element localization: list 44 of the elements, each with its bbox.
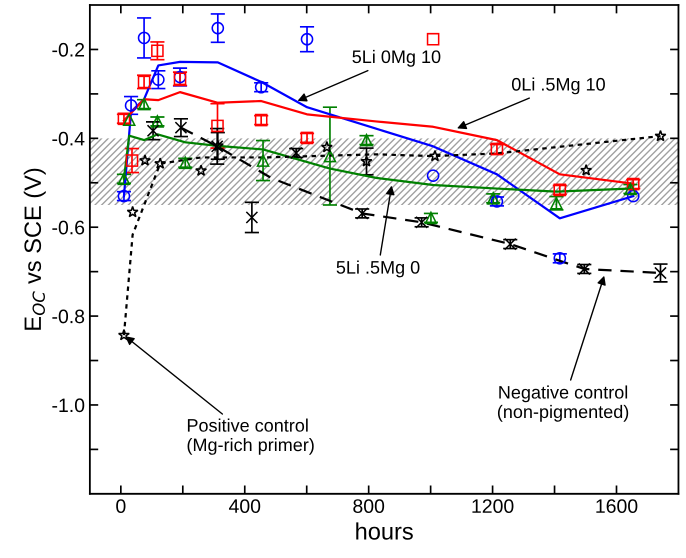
point (126, 154, 138, 167)
point (320, 140, 333, 152)
x-tick-label: 400 (228, 499, 260, 513)
annotation: Negative control (non-pigmented) (498, 385, 628, 422)
point (426, 169, 440, 182)
point (124, 99, 138, 112)
annotation: 5Li 0Mg 10 (352, 50, 440, 67)
point (428, 150, 442, 162)
point (426, 32, 440, 46)
point (211, 22, 224, 34)
point (152, 73, 165, 86)
y-axis-title: E$_{OC}$ vs SCE (V) (24, 168, 46, 330)
point (246, 211, 258, 224)
annotation: 0Li .5Mg 10 (512, 77, 605, 94)
y-tick-label: -1.0 (52, 398, 84, 412)
point (138, 32, 150, 44)
point (211, 120, 224, 132)
annotation: 5Li .5Mg 0 (336, 260, 420, 278)
point (126, 206, 139, 218)
y-tick-label: -0.6 (52, 220, 84, 234)
point (146, 124, 160, 138)
point (174, 121, 188, 134)
y-tick-label: -0.8 (52, 310, 84, 324)
point (118, 328, 130, 340)
point (580, 164, 592, 176)
x-tick-label: 800 (353, 499, 384, 513)
annotation: Positive control (Mg-rich primer) (188, 418, 314, 455)
y-tick-label: -0.4 (52, 132, 84, 146)
point (324, 150, 336, 162)
point (195, 164, 208, 176)
point (151, 44, 164, 58)
point (360, 155, 373, 167)
point (654, 266, 667, 280)
point (626, 190, 640, 202)
x-tick-label: 1600 (596, 499, 638, 513)
point (154, 157, 166, 169)
x-tick-label: 0 (116, 499, 126, 513)
point (300, 32, 314, 46)
point (138, 154, 152, 166)
point (256, 154, 270, 167)
x-tick-label: 1200 (472, 499, 514, 513)
x-axis-title: hours (356, 522, 413, 540)
y-tick-label: -0.2 (52, 42, 84, 57)
point (654, 130, 667, 142)
